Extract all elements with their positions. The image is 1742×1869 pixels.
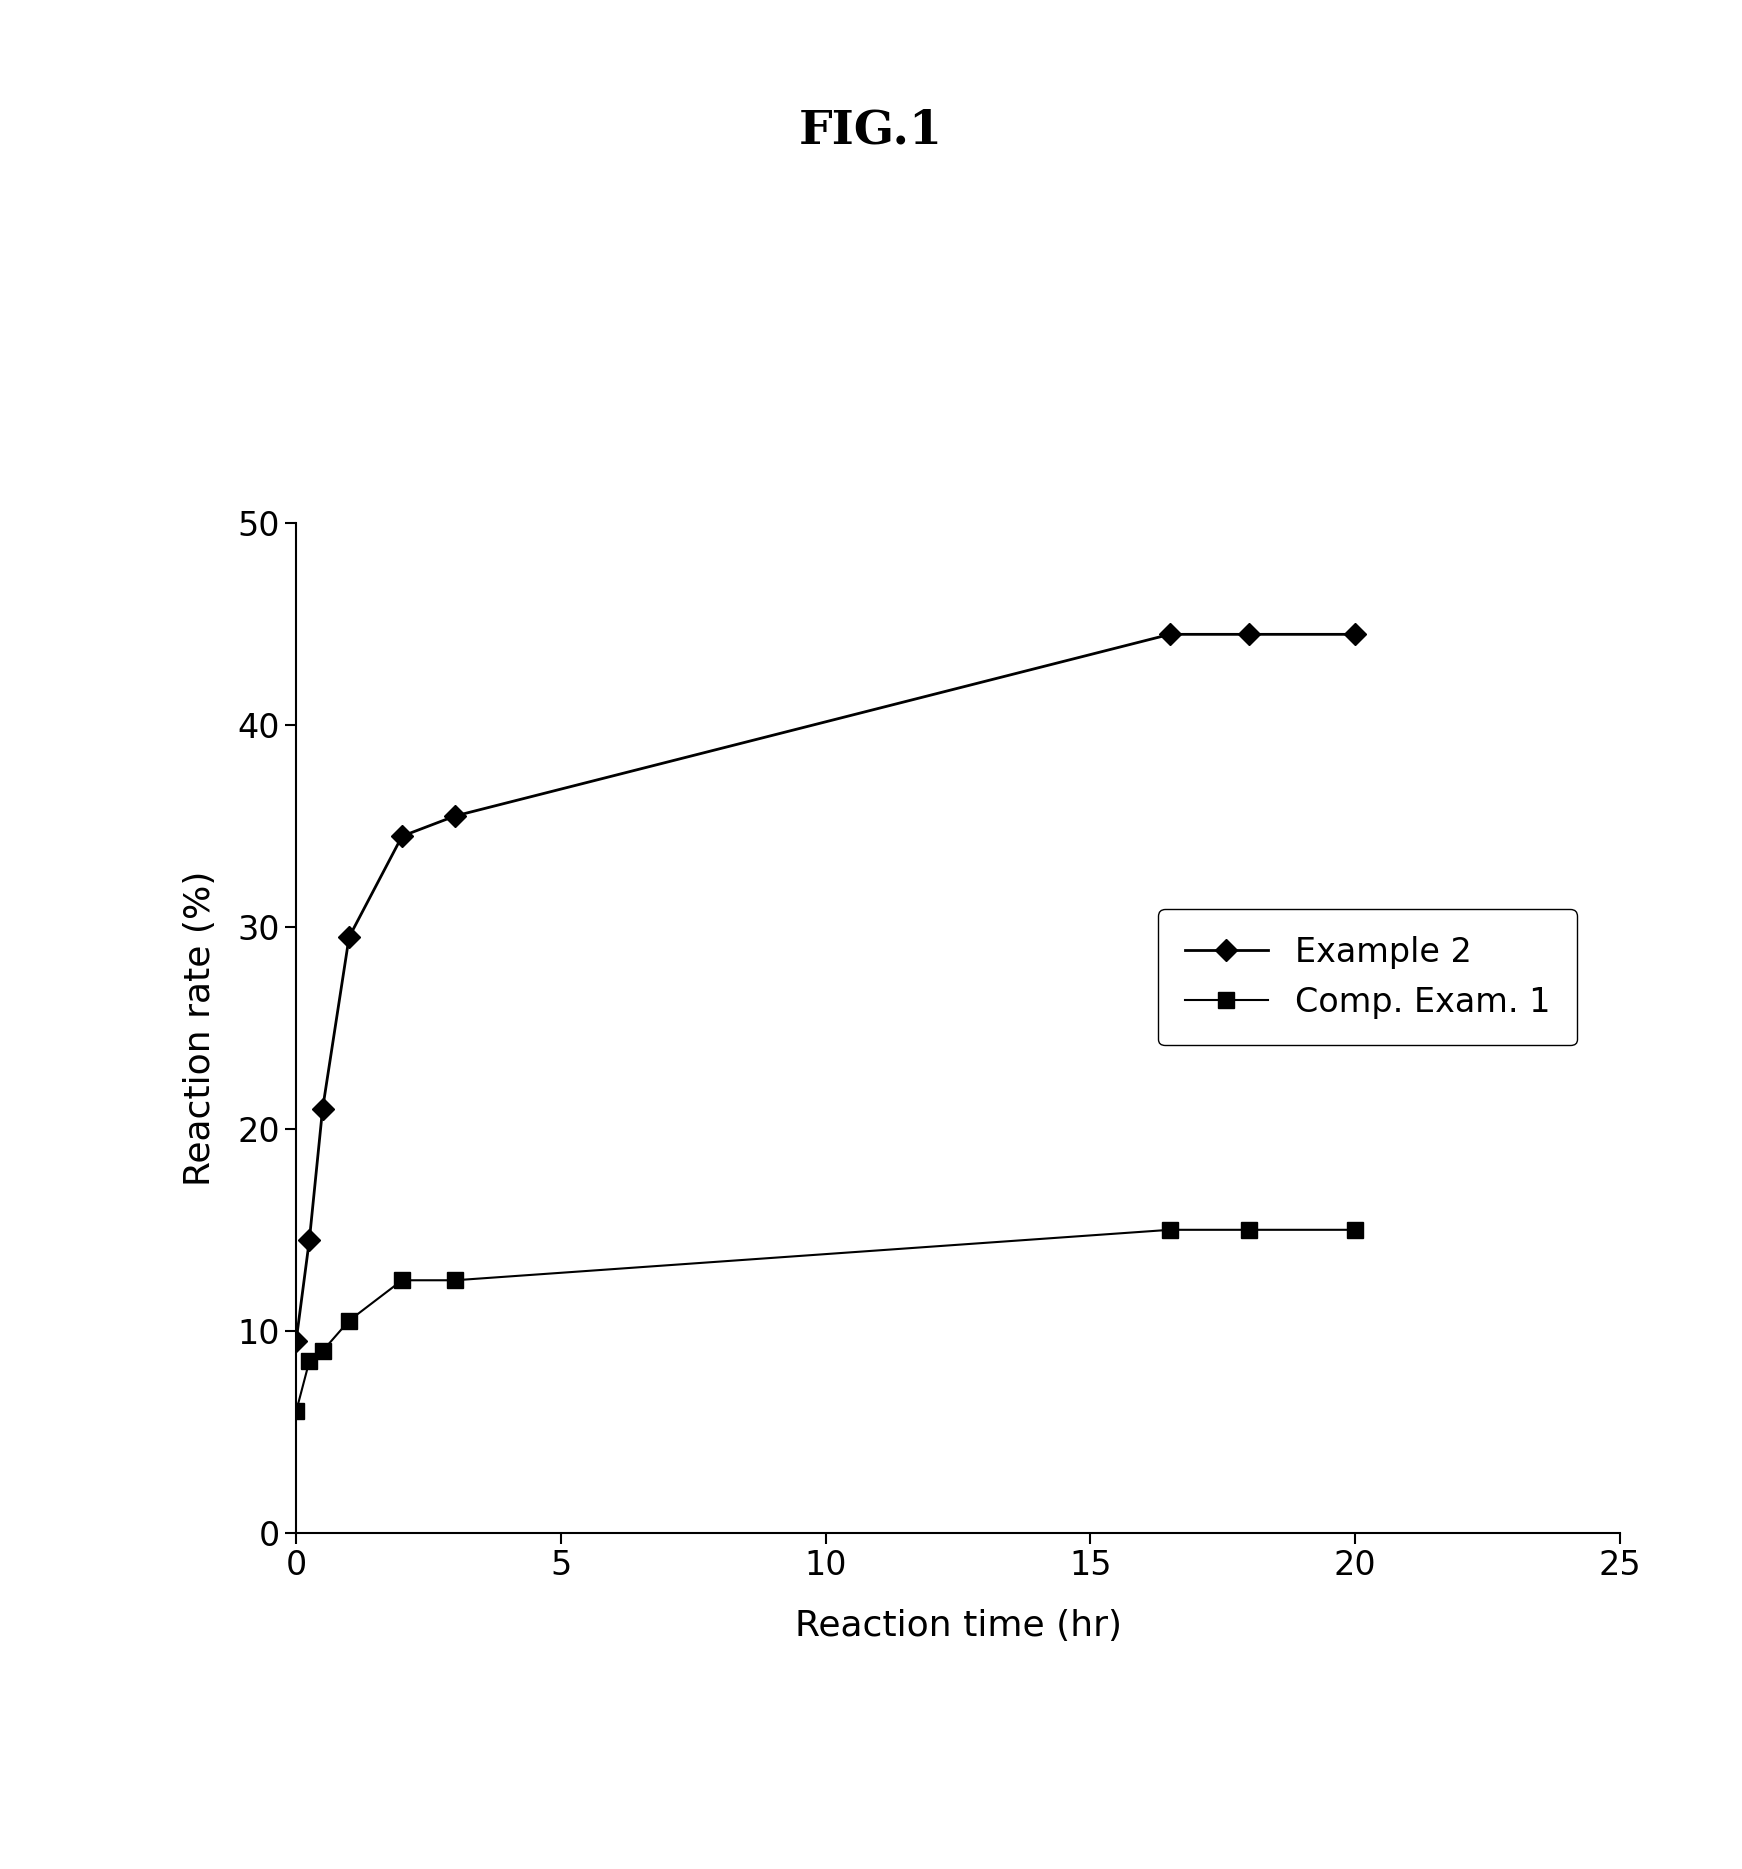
- Comp. Exam. 1: [312, 1340, 333, 1363]
- Comp. Exam. 1: [1160, 1219, 1181, 1241]
- Comp. Exam. 1: [338, 1310, 359, 1333]
- Y-axis label: Reaction rate (%): Reaction rate (%): [183, 871, 216, 1185]
- Example 2: [300, 1228, 321, 1250]
- Text: FIG.1: FIG.1: [800, 108, 942, 153]
- Example 2: [1345, 622, 1366, 645]
- X-axis label: Reaction time (hr): Reaction time (hr): [794, 1609, 1122, 1643]
- Comp. Exam. 1: [444, 1269, 465, 1291]
- Example 2: [444, 806, 465, 828]
- Line: Comp. Exam. 1: Comp. Exam. 1: [289, 1222, 1362, 1419]
- Example 2: [286, 1329, 307, 1351]
- Comp. Exam. 1: [1345, 1219, 1366, 1241]
- Comp. Exam. 1: [392, 1269, 413, 1291]
- Example 2: [1160, 622, 1181, 645]
- Comp. Exam. 1: [300, 1349, 321, 1372]
- Comp. Exam. 1: [286, 1400, 307, 1422]
- Example 2: [1239, 622, 1259, 645]
- Legend: Example 2, Comp. Exam. 1: Example 2, Comp. Exam. 1: [1158, 910, 1577, 1045]
- Example 2: [392, 824, 413, 847]
- Example 2: [338, 925, 359, 948]
- Line: Example 2: Example 2: [289, 626, 1362, 1348]
- Example 2: [312, 1097, 333, 1120]
- Comp. Exam. 1: [1239, 1219, 1259, 1241]
